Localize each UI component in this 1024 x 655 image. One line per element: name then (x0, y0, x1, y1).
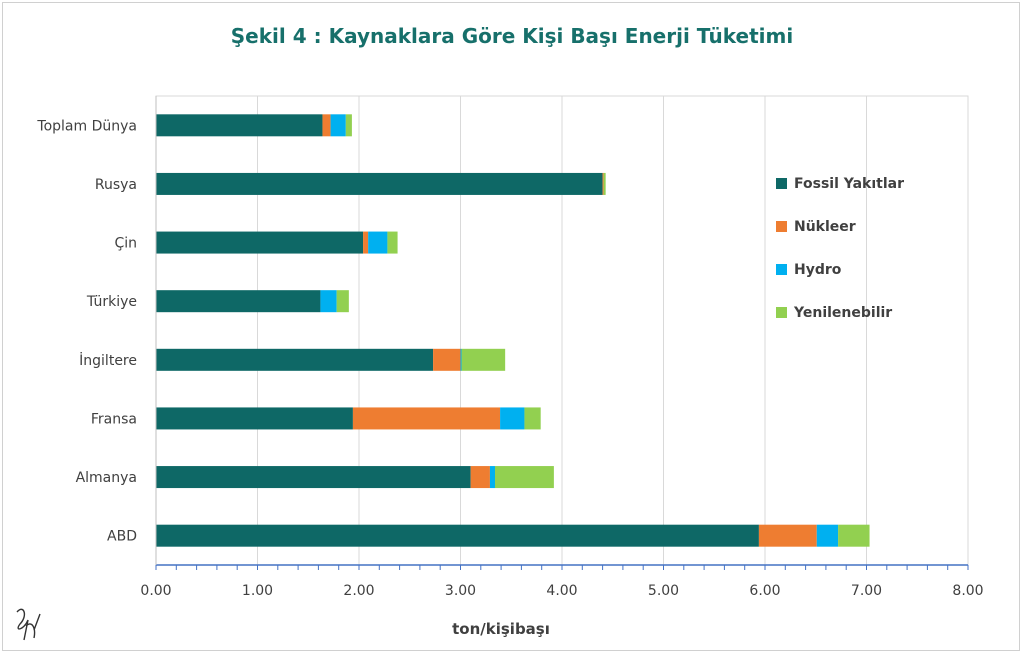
x-tick-label: 4.00 (546, 583, 577, 599)
bar-segment (500, 407, 525, 430)
bar-segment (758, 524, 817, 547)
bar-segment (156, 524, 759, 547)
bar-segment (433, 348, 461, 371)
bar-segment (352, 407, 501, 430)
bar-segment (460, 348, 462, 371)
bar-segment (156, 172, 603, 195)
handwritten-signature (16, 608, 41, 641)
legend-label: Nükleer (794, 219, 856, 235)
x-tick-label: 1.00 (242, 583, 273, 599)
bar-segment (470, 466, 490, 489)
legend-label: Fossil Yakıtlar (794, 176, 904, 192)
bar-segment (156, 407, 353, 430)
x-axis-label: ton/kişibaşı (452, 620, 550, 638)
bar-segment (156, 231, 364, 254)
x-tick-label: 2.00 (343, 583, 374, 599)
legend-swatch (776, 307, 787, 318)
bar-segment (368, 231, 388, 254)
bar-segment (816, 524, 839, 547)
category-label: Almanya (76, 470, 137, 486)
category-label: ABD (107, 529, 137, 545)
bar-segment (156, 348, 434, 371)
bar-segment (322, 114, 331, 137)
bar-segment (363, 231, 369, 254)
category-label: Çin (114, 236, 137, 252)
x-tick-label: 8.00 (952, 583, 983, 599)
bar-segment (838, 524, 870, 547)
x-tick-label: 7.00 (851, 583, 882, 599)
category-label: Fransa (91, 411, 137, 427)
bar-segment (320, 290, 337, 313)
legend-swatch (776, 264, 787, 275)
category-label: Rusya (95, 177, 137, 193)
bar-segment (524, 407, 541, 430)
x-tick-label: 3.00 (445, 583, 476, 599)
legend-label: Yenilenebilir (793, 305, 892, 321)
chart-title: Şekil 4 : Kaynaklara Göre Kişi Başı Ener… (230, 24, 794, 48)
bar-segment (489, 466, 496, 489)
bar-segment (156, 114, 323, 137)
bar-segment (461, 348, 506, 371)
legend-swatch (776, 178, 787, 189)
bar-segment (495, 466, 554, 489)
bar-segment (336, 290, 349, 313)
legend-swatch (776, 221, 787, 232)
bar-segment (387, 231, 398, 254)
x-tick-label: 6.00 (749, 583, 780, 599)
bar-segment (330, 114, 346, 137)
x-tick-label: 0.00 (140, 583, 171, 599)
bar-segment (156, 290, 321, 313)
legend-label: Hydro (794, 262, 842, 278)
x-tick-label: 5.00 (648, 583, 679, 599)
category-label: İngiltere (79, 351, 137, 369)
bar-segment (602, 172, 604, 195)
category-label: Türkiye (86, 294, 137, 310)
bar-segment (345, 114, 352, 137)
category-label: Toplam Dünya (36, 118, 137, 134)
bar-segment (156, 466, 471, 489)
bar-segment (603, 172, 606, 195)
